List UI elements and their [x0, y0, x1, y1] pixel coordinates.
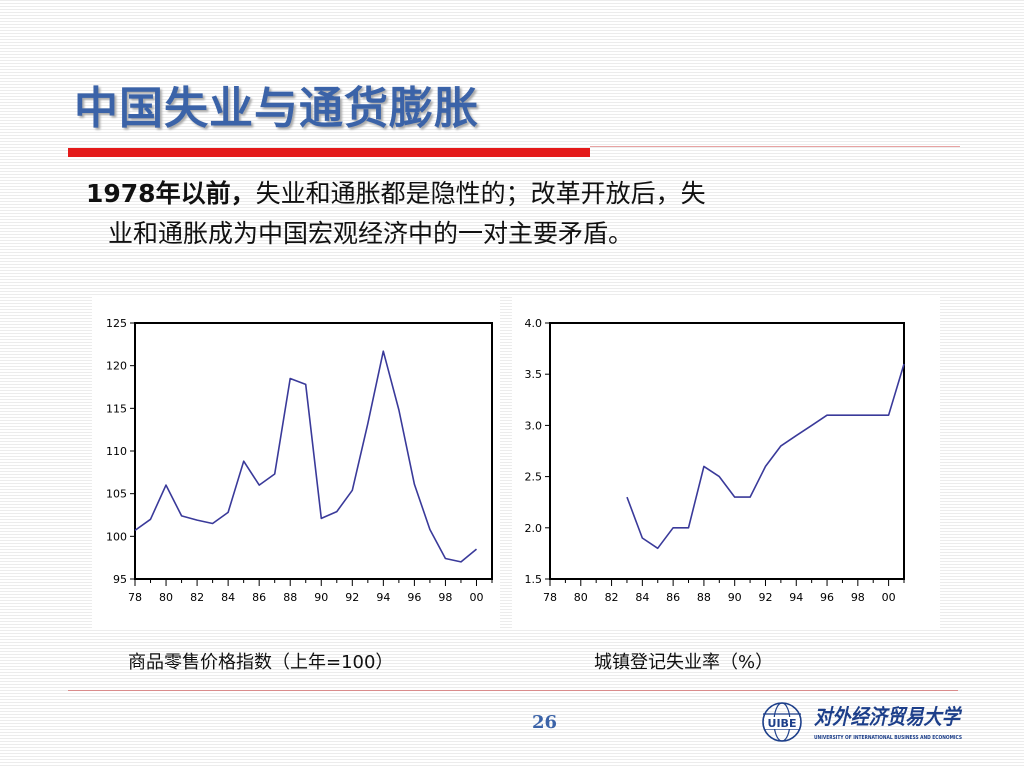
- cpi-x-tick-label: 80: [159, 591, 173, 604]
- urban-unemployment-plot: 1.5 2.0 2.5 3.0 3.5 4.0 78 80 82 84 86 88 90 92 94 96 98…: [525, 317, 905, 604]
- cpi-y-tick-label: 95: [113, 573, 127, 586]
- unemployment-y-tick-label: 3.5: [525, 368, 543, 381]
- unemployment-x-tick-label: 86: [666, 591, 680, 604]
- unemployment-x-tick-label: 92: [758, 591, 772, 604]
- logo-emblem-text: UIBE: [768, 717, 797, 730]
- logo-name-cn: 对外经济贸易大学: [814, 704, 963, 729]
- unemployment-x-tick-label: 96: [820, 591, 834, 604]
- cpi-series-line: [134, 350, 478, 563]
- unemployment-series-line: [626, 363, 905, 550]
- unemployment-x-tick-label: 90: [728, 591, 742, 604]
- slide-title: 中国失业与通货膨胀: [74, 83, 479, 134]
- globe-emblem-icon: UIBE: [762, 702, 802, 742]
- body-line-2: 业和通胀成为中国宏观经济中的一对主要矛盾。: [108, 219, 634, 248]
- cpi-x-tick-label: 86: [252, 591, 266, 604]
- title-underline-thin: [590, 146, 960, 147]
- body-text: 1978年以前，失业和通胀都是隐性的；改革开放后，失 业和通胀成为中国宏观经济中…: [86, 174, 946, 254]
- cpi-x-tick-label: 78: [128, 591, 142, 604]
- unemployment-x-tick-label: 98: [851, 591, 865, 604]
- unemployment-x-tick-label: 80: [574, 591, 588, 604]
- retail-price-index-chart: 95 100 105 110 115 120 125 78 80 82 84 86 88 90 92 94 96…: [92, 296, 500, 628]
- unemployment-x-tick-label: 84: [635, 591, 649, 604]
- cpi-y-tick-label: 100: [106, 530, 127, 543]
- page-number: 26: [532, 712, 558, 733]
- cpi-x-tick-label: 96: [407, 591, 421, 604]
- unemployment-x-tick-label: 00: [882, 591, 896, 604]
- retail-price-caption: 商品零售价格指数（上年=100）: [128, 652, 394, 673]
- unemployment-y-tick-label: 1.5: [525, 573, 543, 586]
- cpi-x-tick-label: 88: [283, 591, 297, 604]
- unemployment-y-tick-label: 4.0: [525, 317, 543, 330]
- cpi-x-tick-label: 98: [438, 591, 452, 604]
- footer-rule: [68, 690, 958, 691]
- university-logo: UIBE 对外经济贸易大学 UNIVERSITY OF INTERNATIONA…: [756, 698, 966, 746]
- unemployment-y-tick-label: 2.0: [525, 522, 543, 535]
- cpi-y-tick-label: 105: [106, 488, 127, 501]
- unemployment-x-tick-label: 78: [543, 591, 557, 604]
- cpi-x-tick-label: 90: [314, 591, 328, 604]
- unemployment-plot-frame: [549, 322, 905, 580]
- cpi-y-tick-label: 110: [106, 445, 127, 458]
- unemployment-y-tick-label: 3.0: [525, 419, 543, 432]
- unemployment-x-tick-label: 82: [605, 591, 619, 604]
- urban-unemployment-chart: 1.5 2.0 2.5 3.0 3.5 4.0 78 80 82 84 86 88 90 92 94 96 98…: [512, 296, 940, 628]
- cpi-y-tick-label: 120: [106, 360, 127, 373]
- cpi-x-tick-label: 94: [376, 591, 390, 604]
- cpi-y-tick-label: 115: [106, 402, 127, 415]
- cpi-y-tick-label: 125: [106, 317, 127, 330]
- retail-price-index-plot: 95 100 105 110 115 120 125 78 80 82 84 86 88 90 92 94 96…: [106, 317, 493, 604]
- body-line-1: 1978年以前，失业和通胀都是隐性的；改革开放后，失: [86, 174, 946, 214]
- cpi-x-tick-label: 92: [345, 591, 359, 604]
- cpi-x-tick-label: 00: [469, 591, 483, 604]
- cpi-x-tick-label: 84: [221, 591, 235, 604]
- body-line-1-rest: 失业和通胀都是隐性的；改革开放后，失: [255, 179, 706, 208]
- logo-name-en: UNIVERSITY OF INTERNATIONAL BUSINESS AND…: [814, 735, 962, 741]
- body-lead: 1978年以前，: [86, 179, 256, 208]
- title-underline-accent: [68, 148, 590, 157]
- university-logo-graphic: UIBE 对外经济贸易大学 UNIVERSITY OF INTERNATIONA…: [762, 702, 963, 742]
- unemployment-caption: 城镇登记失业率（%）: [594, 652, 774, 673]
- unemployment-x-tick-label: 94: [789, 591, 803, 604]
- unemployment-x-tick-label: 88: [697, 591, 711, 604]
- cpi-x-tick-label: 82: [190, 591, 204, 604]
- unemployment-y-tick-label: 2.5: [525, 471, 543, 484]
